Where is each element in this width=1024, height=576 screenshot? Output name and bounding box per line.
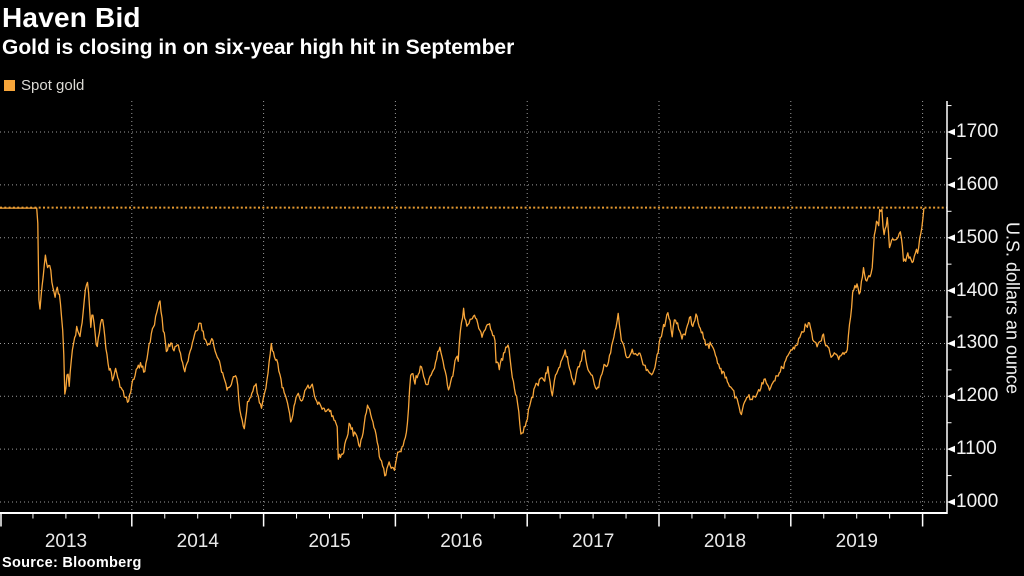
x-tick-label: 2015 bbox=[308, 531, 351, 552]
y-axis-major-tick bbox=[947, 234, 955, 242]
y-tick-label: 1600 bbox=[956, 173, 999, 195]
y-tick-label: 1300 bbox=[956, 332, 999, 354]
legend-label: Spot gold bbox=[21, 77, 85, 94]
y-axis-major-tick bbox=[947, 445, 955, 453]
y-axis-major-tick bbox=[947, 181, 955, 189]
x-tick-label: 2017 bbox=[572, 531, 615, 552]
x-tick-label: 2014 bbox=[176, 531, 219, 552]
x-tick-label: 2019 bbox=[835, 531, 878, 552]
y-tick-label: 1200 bbox=[956, 385, 999, 407]
y-axis-major-tick bbox=[947, 340, 955, 347]
chart-subtitle: Gold is closing in on six-year high hit … bbox=[2, 36, 515, 59]
y-axis-major-tick bbox=[947, 498, 955, 506]
y-tick-label: 1000 bbox=[956, 491, 999, 513]
legend: Spot gold bbox=[4, 78, 84, 93]
y-axis-major-tick bbox=[947, 128, 955, 136]
spot-gold-price-line bbox=[0, 207, 925, 477]
legend-swatch-icon bbox=[4, 80, 15, 91]
y-axis-major-tick bbox=[947, 392, 955, 400]
x-tick-label: 2018 bbox=[703, 531, 747, 552]
y-tick-label: 1700 bbox=[956, 121, 999, 142]
y-axis-title: U.S. dollars an ounce bbox=[1002, 221, 1023, 395]
x-tick-label: 2013 bbox=[44, 531, 88, 552]
y-tick-label: 1100 bbox=[956, 438, 997, 460]
y-tick-label: 1500 bbox=[956, 226, 999, 248]
y-tick-label: 1400 bbox=[956, 279, 999, 301]
x-tick-label: 2016 bbox=[440, 531, 483, 552]
page-title: Haven Bid bbox=[2, 2, 141, 33]
source-credit: Source: Bloomberg bbox=[2, 555, 142, 571]
y-axis-major-tick bbox=[947, 287, 955, 294]
